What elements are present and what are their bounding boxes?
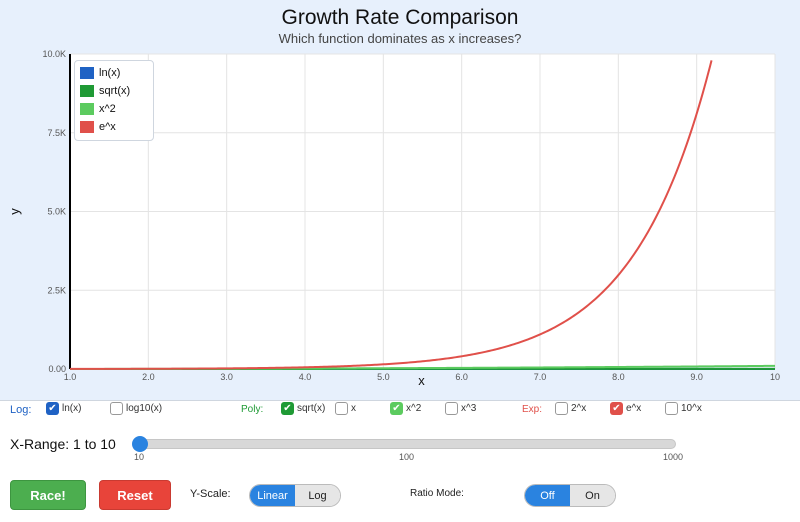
checkbox-ex-box[interactable]: ✔ (610, 402, 623, 415)
slider-tick-1000: 1000 (663, 452, 684, 462)
chart-title: Growth Rate Comparison (281, 6, 519, 29)
legend-item: sqrt(x) (80, 82, 148, 100)
y-scale-label: Y-Scale: (190, 488, 231, 500)
legend-label: e^x (99, 121, 116, 133)
ratio-mode-label: Ratio Mode: (410, 488, 464, 499)
x-tick-label: 6.0 (455, 372, 468, 382)
checkbox-x3[interactable]: x^3 (445, 402, 476, 415)
exp-group-label: Exp: (522, 404, 543, 415)
checkbox-log10[interactable]: log10(x) (110, 402, 162, 415)
y-tick-label: 2.5K (47, 285, 66, 295)
legend-item: ln(x) (80, 64, 148, 82)
ratio-mode-off-option[interactable]: Off (525, 485, 570, 506)
checkbox-x[interactable]: x (335, 402, 356, 415)
chart-subtitle: Which function dominates as x increases? (278, 31, 522, 46)
checkbox-log10-box[interactable] (110, 402, 123, 415)
y-scale-linear-option[interactable]: Linear (250, 485, 295, 506)
legend-label: x^2 (99, 103, 116, 115)
y-tick-label: 5.0K (47, 207, 66, 217)
checkbox-x3-label: x^3 (461, 403, 477, 414)
checkbox-x-label: x (351, 403, 356, 414)
growth-chart: 1.0 2.0 3.0 4.0 5.0 6.0 7.0 8.0 9.0 10 0.00 2.5K 5.0… (7, 49, 780, 388)
checkbox-ex[interactable]: ✔ e^x (610, 402, 641, 415)
checkbox-sqrt[interactable]: ✔ sqrt(x) (281, 402, 325, 415)
checkbox-10x-label: 10^x (681, 403, 702, 414)
checkbox-2x-label: 2^x (571, 403, 587, 414)
function-selector-row: Log: ✔ ln(x) log10(x) Poly: ✔ sqrt(x) x ✔ x… (0, 402, 800, 418)
race-button[interactable]: Race! (10, 480, 86, 510)
checkbox-x2-box[interactable]: ✔ (390, 402, 403, 415)
checkbox-2x[interactable]: 2^x (555, 402, 586, 415)
x-tick-label: 7.0 (534, 372, 547, 382)
poly-group-label: Poly: (241, 404, 264, 415)
y-tick-label: 0.00 (48, 364, 66, 374)
reset-button[interactable]: Reset (99, 480, 171, 510)
checkbox-x2[interactable]: ✔ x^2 (390, 402, 421, 415)
checkbox-x3-box[interactable] (445, 402, 458, 415)
x-range-label: X-Range: 1 to 10 (10, 436, 116, 452)
y-tick-label: 10.0K (42, 49, 66, 59)
ratio-mode-toggle: Off On (524, 484, 616, 507)
checkbox-ln-label: ln(x) (62, 403, 82, 414)
ratio-mode-on-option[interactable]: On (570, 485, 615, 506)
divider (0, 400, 800, 401)
log-group-label: Log: (10, 404, 32, 416)
legend-swatch (80, 103, 94, 115)
chart-legend: ln(x) sqrt(x) x^2 e^x (74, 60, 154, 141)
checkbox-10x[interactable]: 10^x (665, 402, 702, 415)
y-scale-toggle: Linear Log (249, 484, 341, 507)
x-axis-title: x (418, 373, 425, 388)
checkbox-sqrt-label: sqrt(x) (297, 403, 326, 414)
checkbox-10x-box[interactable] (665, 402, 678, 415)
checkbox-ex-label: e^x (626, 403, 642, 414)
checkbox-x-box[interactable] (335, 402, 348, 415)
legend-item: e^x (80, 118, 148, 136)
checkbox-sqrt-box[interactable]: ✔ (281, 402, 294, 415)
x-tick-label: 3.0 (220, 372, 233, 382)
x-tick-label: 1.0 (64, 372, 77, 382)
checkbox-ln[interactable]: ✔ ln(x) (46, 402, 81, 415)
x-tick-label: 2.0 (142, 372, 155, 382)
slider-tick-10: 10 (134, 452, 145, 462)
y-axis-title: y (7, 208, 22, 215)
slider-tick-100: 100 (399, 452, 415, 462)
checkbox-ln-box[interactable]: ✔ (46, 402, 59, 415)
x-tick-label: 8.0 (612, 372, 625, 382)
series-line-e^x (70, 60, 713, 370)
x-range-slider-track[interactable] (136, 439, 676, 449)
legend-swatch (80, 85, 94, 97)
legend-label: ln(x) (99, 67, 121, 79)
x-tick-label: 9.0 (690, 372, 703, 382)
x-tick-label: 5.0 (377, 372, 390, 382)
y-tick-label: 7.5K (47, 128, 66, 138)
legend-label: sqrt(x) (99, 85, 131, 97)
x-tick-label: 4.0 (299, 372, 312, 382)
checkbox-log10-label: log10(x) (126, 403, 163, 414)
checkbox-x2-label: x^2 (406, 403, 422, 414)
x-tick-label: 10 (770, 372, 780, 382)
checkbox-2x-box[interactable] (555, 402, 568, 415)
y-scale-log-option[interactable]: Log (295, 485, 340, 506)
legend-swatch (80, 121, 94, 133)
chart-panel: Growth Rate Comparison Which function do… (0, 0, 800, 400)
legend-swatch (80, 67, 94, 79)
x-range-slider-thumb[interactable] (132, 436, 148, 452)
legend-item: x^2 (80, 100, 148, 118)
